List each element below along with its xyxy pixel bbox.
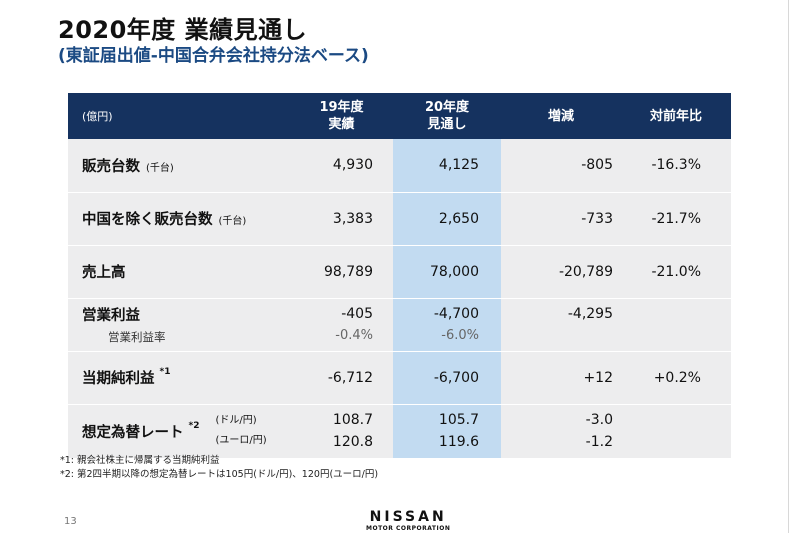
table-header-row: (億円) 19年度 実績 20年度 見通し 増減 対前年比 (68, 93, 731, 139)
change-sub-empty (501, 325, 613, 347)
header-fy19-type: 実績 (328, 117, 355, 132)
fy20-sub-value: -6.0% (441, 327, 479, 343)
right-border-line (788, 0, 789, 533)
header-fy19: 19年度 実績 (290, 93, 393, 139)
fy19-value: 4,930 (290, 139, 393, 193)
fx-label-wrap: 想定為替レート *2 (ドル/円) (ユーロ/円) (82, 411, 290, 451)
row-label-text: 販売台数 (82, 158, 140, 175)
table-row: 当期純利益 *1 -6,712 -6,700 +12 +0.2% (68, 351, 731, 405)
page-number: 13 (64, 516, 77, 527)
fy20-value: -4,700 -6.0% (393, 298, 501, 352)
fy19-sub-value: -0.4% (335, 327, 373, 343)
fy19-value: -405 -0.4% (290, 298, 393, 352)
fy20-value: 4,125 (393, 139, 501, 193)
header-fy20-year: 20年度 (424, 100, 470, 115)
change-value: -20,789 (501, 245, 621, 299)
header-change: 増減 (501, 93, 621, 139)
row-label: 販売台数 (千台) (68, 139, 290, 193)
fy20-value: 2,650 (393, 192, 501, 246)
table-row: 中国を除く販売台数 (千台) 3,383 2,650 -733 -21.7% (68, 192, 731, 246)
fy20-main-value: -4,700 (433, 305, 479, 322)
fy20-eur-value: 119.6 (438, 434, 479, 450)
row-label: 売上高 (68, 245, 290, 299)
header-fy20: 20年度 見通し (393, 93, 501, 139)
forecast-table: (億円) 19年度 実績 20年度 見通し 増減 対前年比 販売台数 (千台) 4… (68, 93, 731, 459)
fx-label-main: 想定為替レート *2 (82, 421, 199, 442)
change-value: +12 (501, 351, 621, 405)
yoy-value (621, 404, 731, 459)
yoy-value: -21.7% (621, 192, 731, 246)
table-row: 営業利益 営業利益率 -405 -0.4% -4,700 -6.0% -4,29… (68, 298, 731, 352)
row-label: 中国を除く販売台数 (千台) (68, 192, 290, 246)
row-unit: (千台) (146, 162, 174, 174)
row-label: 当期純利益 *1 (68, 351, 290, 405)
header-yoy: 対前年比 (621, 93, 731, 139)
footnote-mark: *2 (188, 420, 200, 431)
table-row: 想定為替レート *2 (ドル/円) (ユーロ/円) 108.7 120.8 105… (68, 404, 731, 459)
header-fy19-year: 19年度 (319, 100, 364, 115)
row-label: 想定為替レート *2 (ドル/円) (ユーロ/円) (68, 404, 290, 459)
fx-unit-usd: (ドル/円) (215, 415, 257, 426)
header-fy20-type: 見通し (427, 117, 467, 132)
fy19-usd-value: 108.7 (332, 412, 373, 428)
row-unit: (千台) (218, 216, 247, 227)
row-sub-label: 営業利益率 (108, 330, 166, 344)
row-label: 営業利益 営業利益率 (68, 298, 290, 352)
change-value: -3.0 -1.2 (501, 404, 621, 459)
fy20-value: 105.7 119.6 (393, 404, 501, 459)
footnotes: *1: 親会社株主に帰属する当期純利益 *2: 第2四半期以降の想定為替レートは… (60, 454, 378, 482)
fy20-value: -6,700 (393, 351, 501, 405)
fy19-value: 98,789 (290, 245, 393, 299)
logo-brand: NISSAN (369, 509, 447, 525)
change-usd-value: -3.0 (585, 412, 613, 428)
fy19-value: 3,383 (290, 192, 393, 246)
footnote-1: *1: 親会社株主に帰属する当期純利益 (60, 455, 220, 466)
yoy-value: +0.2% (621, 351, 731, 405)
footnote-mark: *1 (159, 367, 171, 377)
logo-corp: MOTOR CORPORATION (366, 525, 451, 532)
table-row: 販売台数 (千台) 4,930 4,125 -805 -16.3% (68, 139, 731, 193)
footnote-2: *2: 第2四半期以降の想定為替レートは105円(ドル/円)、120円(ユーロ/… (60, 469, 379, 480)
change-value: -733 (501, 192, 621, 246)
fy19-value: -6,712 (290, 351, 393, 405)
header-unit-label: (億円) (68, 93, 290, 139)
nissan-logo: NISSAN MOTOR CORPORATION (366, 510, 450, 533)
slide-subtitle: (東証届出値-中国合弁会社持分法ベース) (58, 46, 369, 66)
row-label-text: 中国を除く販売台数 (82, 212, 213, 228)
row-label-text: 営業利益 (82, 308, 140, 324)
row-label-text: 当期純利益 (82, 371, 155, 387)
table-row: 売上高 98,789 78,000 -20,789 -21.0% (68, 245, 731, 299)
change-eur-value: -1.2 (585, 434, 613, 450)
yoy-value: -21.0% (621, 245, 731, 299)
row-label-text: 想定為替レート (82, 424, 184, 441)
fy20-usd-value: 105.7 (438, 412, 479, 428)
yoy-value (621, 298, 731, 352)
change-value: -805 (501, 139, 621, 193)
change-value: -4,295 (501, 298, 621, 352)
fy19-eur-value: 120.8 (332, 434, 373, 450)
fy20-value: 78,000 (393, 245, 501, 299)
fy19-main-value: -405 (341, 305, 373, 322)
change-main-value: -4,295 (567, 305, 613, 322)
fx-unit-eur: (ユーロ/円) (215, 435, 267, 446)
yoy-value: -16.3% (621, 139, 731, 193)
fx-units: (ドル/円) (ユーロ/円) (215, 411, 266, 451)
fy19-value: 108.7 120.8 (290, 404, 393, 459)
slide-title: 2020年度 業績見通し (58, 16, 308, 44)
